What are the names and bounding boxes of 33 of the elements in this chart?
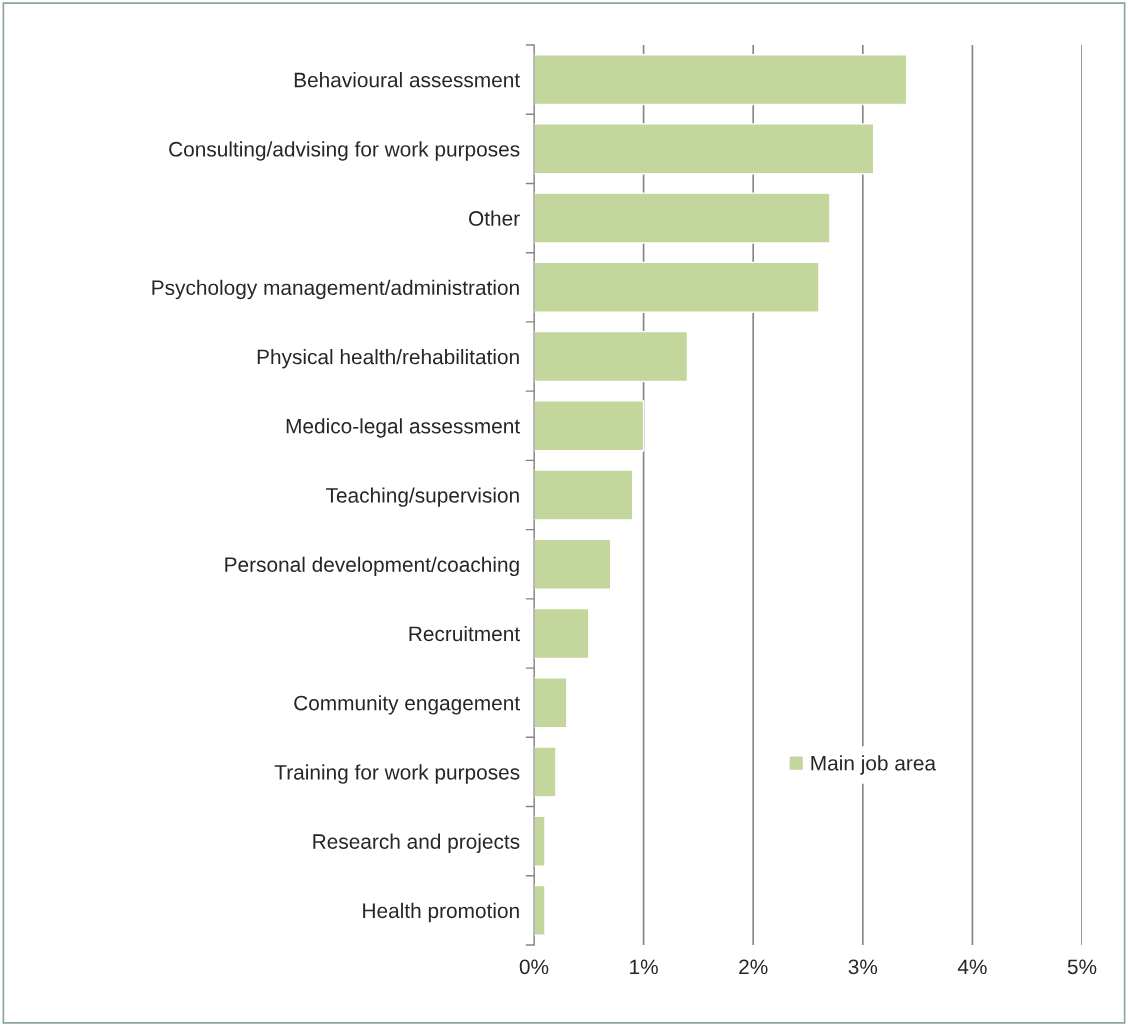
bar xyxy=(534,884,546,937)
y-tick-label: Community engagement xyxy=(294,695,520,715)
bar xyxy=(534,538,612,590)
y-tick-label: Behavioural assessment xyxy=(294,72,520,88)
bar xyxy=(534,53,908,106)
bar xyxy=(534,192,831,244)
y-tick-label: Teaching/supervision xyxy=(326,487,519,507)
y-tick-label: Medico-legal assessment xyxy=(286,418,520,438)
y-tick-label: Recruitment xyxy=(409,625,520,642)
bar xyxy=(534,746,557,798)
bar xyxy=(534,469,634,521)
bar xyxy=(534,330,689,383)
bar xyxy=(534,607,590,660)
y-tick-label: Psychology management/administration xyxy=(152,279,519,300)
y-tick-label: Research and projects xyxy=(313,833,520,854)
legend-label: Main job area xyxy=(811,755,936,775)
y-tick-label: Personal development/coaching xyxy=(225,556,519,577)
bar xyxy=(534,815,546,867)
bar xyxy=(534,261,820,313)
x-tick-label: 2% xyxy=(739,959,768,975)
bar xyxy=(534,123,875,175)
x-tick-label: 3% xyxy=(848,959,878,975)
y-tick-label: Physical health/rehabilitation xyxy=(257,348,519,369)
y-tick-label: Training for work purposes xyxy=(274,764,520,784)
y-tick-label: Health promotion xyxy=(363,902,519,923)
bar xyxy=(534,677,568,729)
bar xyxy=(534,400,645,452)
y-tick-label: Other xyxy=(469,210,520,226)
x-tick-label: 5% xyxy=(1067,959,1097,975)
x-tick-label: 4% xyxy=(957,959,987,975)
x-tick-label: 1% xyxy=(630,959,658,975)
y-tick-label: Consulting/advising for work purposes xyxy=(169,141,520,161)
x-tick-label: 0% xyxy=(519,959,549,975)
